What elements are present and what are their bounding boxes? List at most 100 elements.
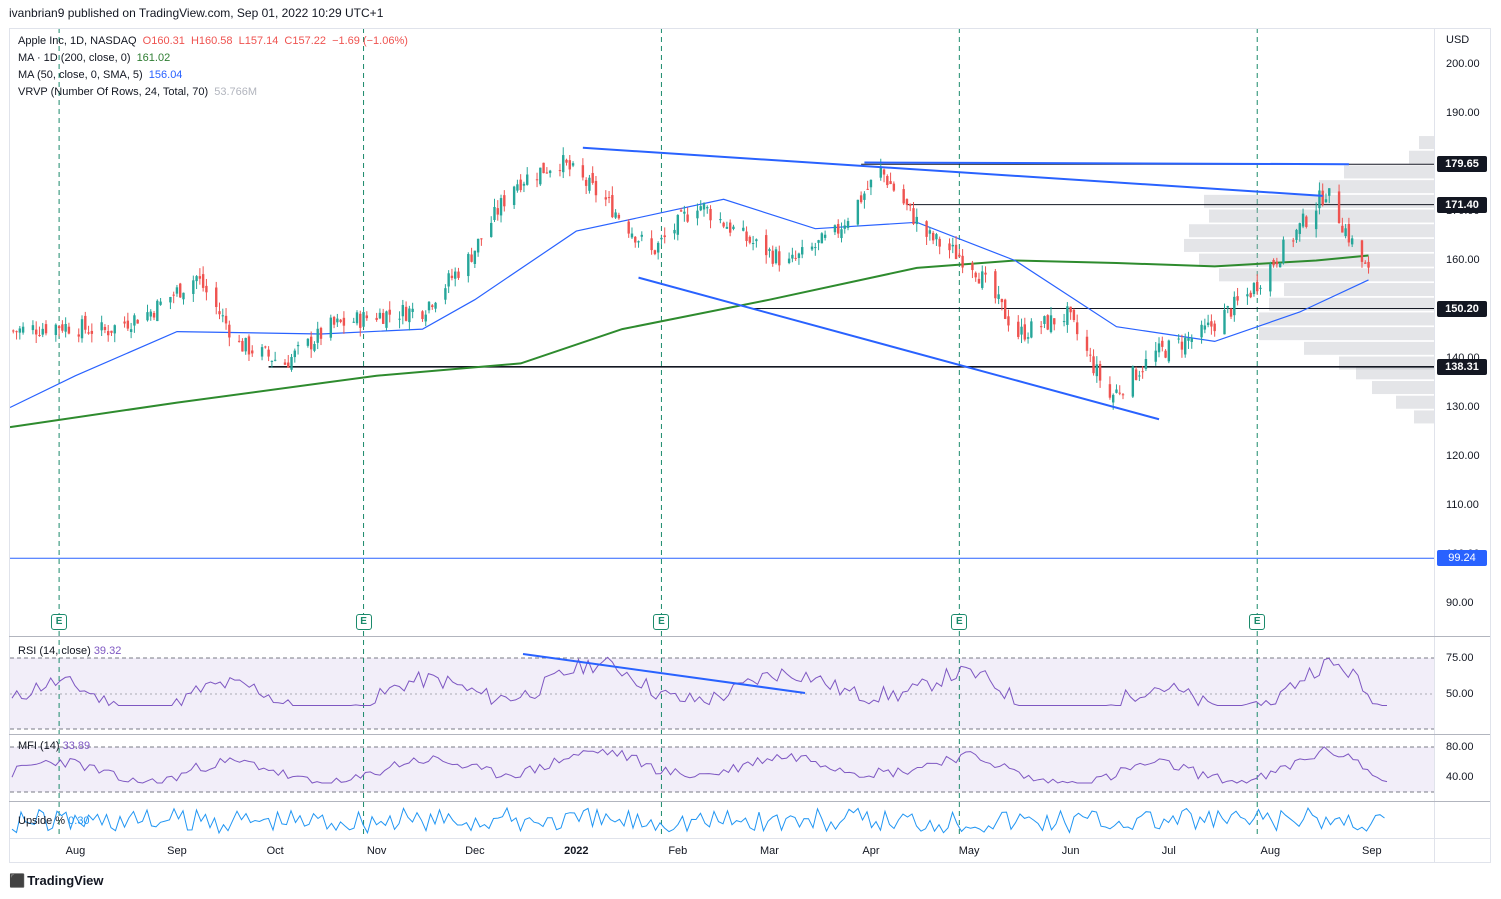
vrvp-row: [1284, 283, 1434, 297]
candle-body: [18, 328, 22, 333]
time-tick: May: [958, 845, 980, 857]
earnings-marker-1[interactable]: E: [51, 614, 68, 630]
candle-body: [61, 324, 64, 331]
candle-body: [519, 179, 522, 191]
candle-body: [424, 314, 427, 322]
candle-body: [319, 327, 323, 339]
candle-body: [722, 222, 725, 227]
candle-body: [562, 155, 565, 173]
candle-body: [329, 317, 333, 338]
candle-body: [1066, 306, 1069, 325]
time-tick: Aug: [65, 845, 86, 857]
candle-body: [64, 324, 67, 332]
candle-body: [1314, 210, 1318, 230]
candle-body: [149, 311, 152, 317]
candle-body: [604, 197, 607, 200]
candle-body: [80, 319, 84, 339]
ma50-line: [9, 198, 1369, 409]
candle-body: [837, 224, 840, 234]
legend-ma50-label: MA (50, close, 0, SMA, 5): [18, 69, 143, 81]
candle-body: [568, 160, 571, 170]
candle-body: [1350, 238, 1354, 245]
candle-body: [100, 322, 103, 331]
candle-body: [938, 238, 941, 247]
candle-body: [267, 349, 270, 357]
candle-body: [1337, 191, 1341, 224]
tradingview-logo[interactable]: ⬛ TradingView: [9, 873, 104, 889]
candle-body: [251, 350, 254, 354]
earnings-marker-3[interactable]: E: [653, 614, 670, 630]
candle-body: [287, 362, 290, 368]
candle-body: [283, 362, 287, 365]
candle-body: [961, 255, 964, 268]
candle-body: [1069, 306, 1072, 313]
candle-body: [1318, 190, 1321, 209]
chart-frame: [9, 28, 1491, 863]
candle-body: [378, 312, 382, 319]
candle-body: [1301, 213, 1305, 227]
candle-body: [401, 304, 405, 317]
candle-body: [493, 206, 496, 221]
price-level-label: 150.20: [1437, 300, 1487, 317]
candle-body: [67, 326, 71, 334]
tradingview-logo-text: TradingView: [27, 873, 104, 888]
candle-body: [931, 232, 935, 241]
earnings-marker-5[interactable]: E: [1249, 614, 1266, 630]
candle-body: [548, 170, 552, 174]
legend-low: L157.14: [238, 35, 279, 47]
rsi-line: [11, 656, 1387, 707]
candle-body: [1200, 324, 1203, 338]
candle-body: [810, 246, 814, 250]
candle-body: [1161, 340, 1164, 347]
candle-body: [594, 180, 598, 196]
candle-body: [336, 318, 339, 323]
rsi-tick-mid: 50.00: [1446, 688, 1474, 700]
vrvp-row: [1304, 341, 1434, 355]
vrvp-row: [1344, 165, 1434, 179]
candle-body: [833, 225, 837, 233]
time-tick: Sep: [1362, 845, 1382, 857]
candle-body: [1295, 229, 1298, 240]
price-tick: 120.00: [1446, 449, 1480, 462]
candle-body: [411, 308, 414, 312]
price-tick: 130.00: [1446, 400, 1480, 413]
vrvp-row: [1319, 180, 1434, 194]
candle-body: [201, 274, 205, 288]
candle-body: [133, 315, 136, 326]
vrvp-row: [1409, 150, 1434, 164]
upside-legend: Upside % 0.30: [18, 815, 90, 827]
vrvp-row: [1414, 410, 1434, 424]
price-level-label: 99.24: [1437, 550, 1487, 567]
candle-body: [709, 208, 712, 221]
candle-body: [1305, 216, 1308, 227]
candle-body: [1167, 340, 1171, 362]
candle-body: [656, 242, 660, 253]
candle-body: [1095, 364, 1099, 377]
earnings-marker-2[interactable]: E: [355, 614, 372, 630]
publisher-line: ivanbrian9 published on TradingView.com,…: [9, 6, 384, 20]
candle-body: [1233, 296, 1236, 316]
candle-body: [192, 280, 195, 294]
candle-body: [584, 179, 588, 186]
candle-body: [683, 211, 686, 214]
candle-body: [1324, 199, 1328, 203]
candle-body: [1184, 337, 1187, 355]
candle-body: [1089, 354, 1092, 356]
candle-body: [228, 324, 231, 338]
candle-body: [1049, 315, 1053, 333]
candle-body: [571, 163, 575, 166]
candle-body: [34, 329, 38, 335]
candle-body: [260, 347, 264, 357]
candle-body: [359, 313, 362, 328]
candle-body: [742, 227, 745, 231]
candle-body: [977, 278, 981, 284]
candle-body: [1213, 323, 1216, 332]
mfi-legend: MFI (14) 33.89: [18, 740, 90, 752]
vrvp-row: [1372, 381, 1434, 395]
earnings-marker-4[interactable]: E: [951, 614, 968, 630]
rsi-label: RSI (14, close): [18, 645, 91, 657]
rsi-divergence-line: [522, 653, 806, 694]
vrvp-row: [1356, 366, 1434, 380]
candle-body: [797, 253, 801, 259]
